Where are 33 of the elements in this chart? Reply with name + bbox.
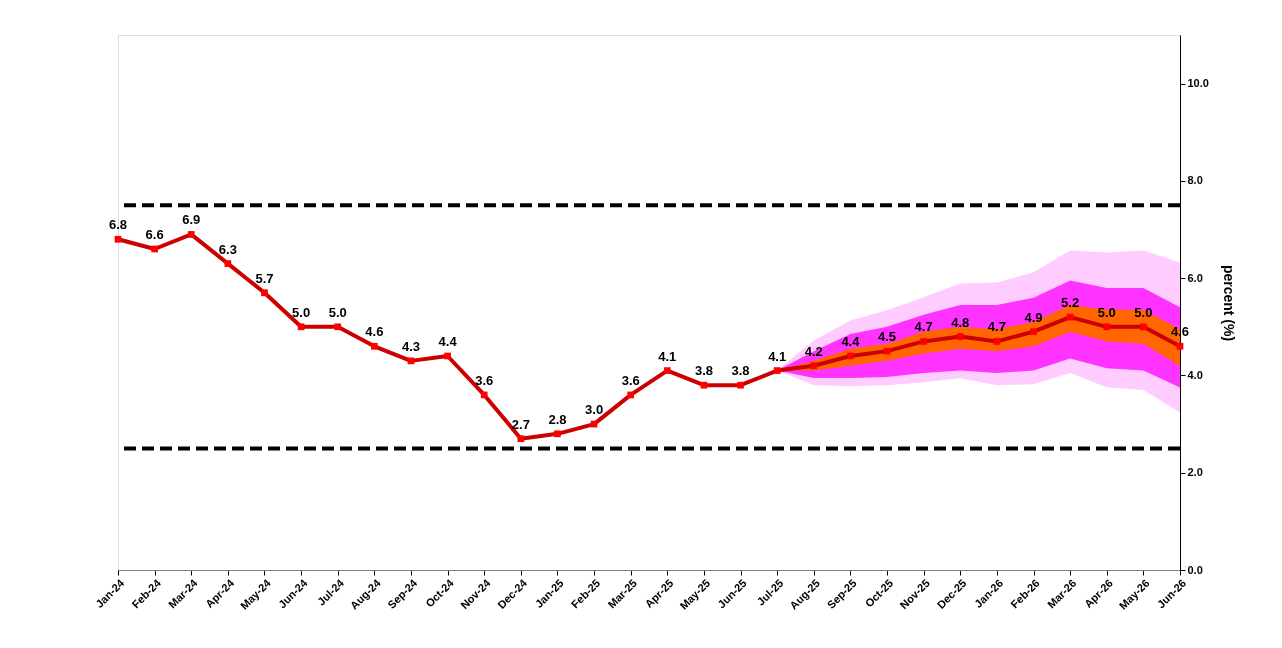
data-label: 5.7: [255, 270, 274, 286]
data-label: 6.9: [182, 212, 201, 228]
data-label: 4.6: [365, 324, 384, 340]
y-tick-label: 4.0: [1187, 368, 1203, 381]
data-label: 2.7: [511, 416, 530, 432]
data-label: 4.4: [438, 334, 458, 349]
y-tick-label: 0.0: [1187, 563, 1203, 576]
y-tick-label: 2.0: [1187, 466, 1203, 479]
data-label: 6.8: [108, 217, 128, 233]
data-label: 3.8: [694, 363, 713, 379]
data-label: 4.4: [841, 334, 861, 349]
data-label: 4.7: [914, 319, 933, 335]
data-label: 4.2: [804, 343, 823, 359]
data-label: 4.1: [658, 348, 677, 364]
data-label: 4.5: [878, 329, 897, 345]
data-label: 4.1: [768, 348, 787, 364]
y-tick-label: 8.0: [1187, 174, 1203, 187]
data-label: 6.6: [145, 227, 164, 242]
y-axis-title: percent (%): [1220, 264, 1237, 342]
data-label: 3.0: [585, 402, 604, 418]
y-tick-label: 6.0: [1187, 271, 1203, 284]
data-label: 5.0: [292, 304, 311, 320]
data-label: 6.3: [218, 241, 237, 257]
data-label: 3.6: [475, 372, 494, 388]
data-label: 5.0: [328, 304, 347, 320]
data-label: 3.8: [731, 363, 750, 379]
data-label: 2.8: [548, 411, 567, 427]
data-label: 3.6: [621, 372, 640, 388]
y-tick-label: 10.0: [1187, 77, 1209, 90]
data-label: 4.8: [951, 314, 970, 330]
data-label: 4.9: [1024, 309, 1043, 325]
data-label: 4.3: [401, 338, 420, 354]
data-label: 4.6: [1170, 324, 1190, 340]
